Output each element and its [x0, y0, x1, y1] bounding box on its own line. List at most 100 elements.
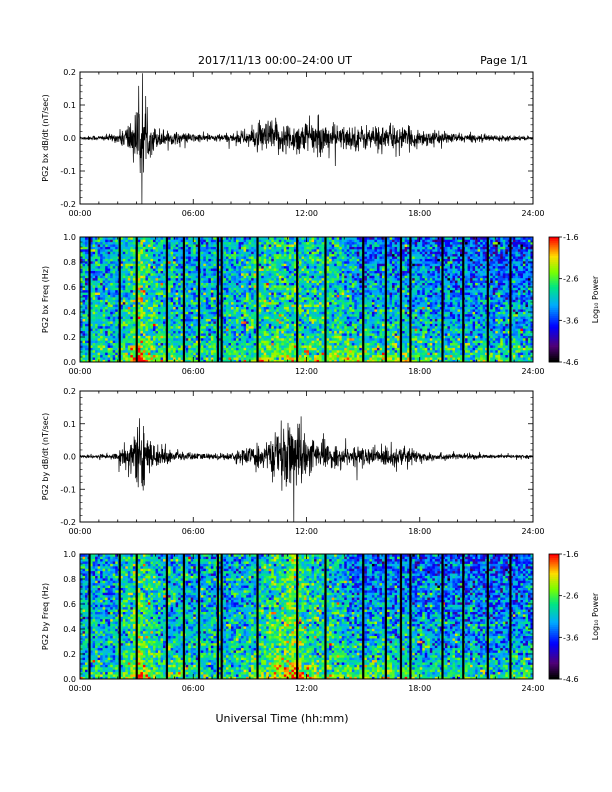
bx-spectrogram-data-gap	[385, 237, 387, 362]
by-spectrogram-data-gap	[198, 554, 200, 679]
bx-spectrogram-data-gap	[256, 237, 258, 362]
bx-dbdt-x-tick-label: 00:00	[68, 209, 91, 218]
by-spectrogram-colorbar-tick-label: -1.6	[563, 550, 579, 559]
by-spectrogram-data-gap	[296, 554, 298, 679]
page-title: 2017/11/13 00:00–24:00 UT	[198, 54, 352, 67]
by-spectrogram-data-gap	[385, 554, 387, 679]
bx-spectrogram-x-tick-label: 00:00	[68, 367, 91, 376]
by-spectrogram-y-tick-label: 0.6	[63, 600, 76, 609]
bx-dbdt-series-line	[80, 73, 533, 204]
by-dbdt-series-line	[80, 416, 533, 522]
by-spectrogram-data-gap	[217, 554, 219, 679]
by-dbdt-panel: 00:00 06:00 12:00 18:00 24:00-0.2-0.10.00.10…	[41, 387, 545, 536]
bx-spectrogram-heatmap-cells	[80, 237, 533, 362]
x-axis-label: Universal Time (hh:mm)	[216, 712, 349, 725]
bx-spectrogram-x-tick-label: 06:00	[182, 367, 205, 376]
by-spectrogram-x-tick-label: 24:00	[521, 684, 544, 693]
bx-spectrogram-data-gap	[198, 237, 200, 362]
by-spectrogram-data-gap	[136, 554, 138, 679]
bx-spectrogram-y-tick-label: 0.6	[63, 283, 76, 292]
bx-spectrogram-data-gap	[119, 237, 121, 362]
bx-spectrogram-data-gap	[296, 237, 298, 362]
bx-spectrogram-data-gap	[166, 237, 168, 362]
by-spectrogram-y-tick-label: 0.0	[63, 675, 76, 684]
bx-dbdt-panel: 00:00 06:00 12:00 18:00 24:00-0.2-0.10.00.10…	[41, 68, 545, 218]
bx-dbdt-y-tick-label: -0.1	[60, 167, 76, 176]
by-dbdt-y-tick-label: 0.0	[63, 453, 76, 462]
by-spectrogram-heatmap-cells	[80, 554, 533, 679]
bx-spectrogram-panel: -1.6 -2.6 -3.6 -4.6 Log₁₀ Power 00:00 06:00 12:…	[41, 233, 600, 376]
by-dbdt-y-tick-label: 0.1	[63, 420, 76, 429]
page-number: Page 1/1	[480, 54, 528, 67]
bx-dbdt-y-tick-label: -0.2	[60, 200, 76, 209]
bx-spectrogram-y-tick-label: 0.8	[63, 258, 76, 267]
bx-spectrogram-y-tick-label: 0.2	[63, 333, 76, 342]
bx-spectrogram-data-gap	[217, 237, 219, 362]
by-spectrogram-x-tick-label: 00:00	[68, 684, 91, 693]
bx-spectrogram-y-tick-label: 0.4	[63, 308, 76, 317]
bx-spectrogram-data-gap	[362, 237, 364, 362]
by-spectrogram-colorbar-tick-label: -2.6	[563, 592, 579, 601]
by-spectrogram-y-tick-label: 0.2	[63, 650, 76, 659]
bx-spectrogram-data-gap	[221, 237, 223, 362]
bx-spectrogram-colorbar-tick-label: -3.6	[563, 316, 579, 325]
bx-spectrogram-colorbar-tick-label: -2.6	[563, 275, 579, 284]
bx-spectrogram-y-tick-label: 1.0	[63, 233, 76, 242]
by-spectrogram-data-gap	[88, 554, 90, 679]
by-spectrogram-data-gap	[183, 554, 185, 679]
by-spectrogram-data-gap	[409, 554, 411, 679]
bx-dbdt-y-tick-label: 0.0	[63, 134, 76, 143]
bx-spectrogram-data-gap	[324, 237, 326, 362]
by-spectrogram-data-gap	[119, 554, 121, 679]
by-spectrogram-colorbar-label: Log₁₀ Power	[591, 592, 600, 640]
bx-spectrogram-colorbar-label: Log₁₀ Power	[591, 275, 600, 323]
bx-spectrogram-colorbar: -1.6 -2.6 -3.6 -4.6 Log₁₀ Power	[549, 233, 600, 367]
bx-spectrogram-data-gap	[400, 237, 402, 362]
bx-dbdt-y-tick-label: 0.2	[63, 68, 76, 77]
bx-dbdt-x-tick-label: 24:00	[521, 209, 544, 218]
by-spectrogram-data-gap	[462, 554, 464, 679]
figure: 2017/11/13 00:00–24:00 UT Page 1/1 00:00…	[0, 0, 612, 792]
by-dbdt-y-axis-label: PG2 by dB/dt (nT/sec)	[41, 413, 50, 500]
bx-spectrogram-data-gap	[409, 237, 411, 362]
by-spectrogram-data-gap	[166, 554, 168, 679]
by-spectrogram-data-gap	[509, 554, 511, 679]
by-spectrogram-y-axis-label: PG2 by Freq (Hz)	[41, 583, 50, 650]
bx-spectrogram-colorbar-tick-label: -4.6	[563, 358, 579, 367]
by-dbdt-x-tick-label: 24:00	[521, 527, 544, 536]
by-spectrogram-x-tick-label: 06:00	[182, 684, 205, 693]
bx-spectrogram-y-axis-label: PG2 bx Freq (Hz)	[41, 266, 50, 333]
by-dbdt-y-tick-label: -0.2	[60, 518, 76, 527]
bx-spectrogram-data-gap	[136, 237, 138, 362]
by-spectrogram-x-tick-label: 12:00	[295, 684, 318, 693]
by-dbdt-y-tick-label: -0.1	[60, 485, 76, 494]
by-dbdt-x-tick-label: 00:00	[68, 527, 91, 536]
bx-spectrogram-x-tick-label: 18:00	[408, 367, 431, 376]
bx-spectrogram-y-tick-label: 0.0	[63, 358, 76, 367]
by-dbdt-x-tick-label: 18:00	[408, 527, 431, 536]
bx-spectrogram-data-gap	[462, 237, 464, 362]
bx-spectrogram-data-gap	[509, 237, 511, 362]
by-spectrogram-data-gap	[441, 554, 443, 679]
bx-dbdt-x-tick-label: 06:00	[182, 209, 205, 218]
by-spectrogram-data-gap	[400, 554, 402, 679]
bx-dbdt-y-tick-label: 0.1	[63, 101, 76, 110]
bx-spectrogram-x-tick-label: 24:00	[521, 367, 544, 376]
bx-spectrogram-data-gap	[183, 237, 185, 362]
bx-dbdt-x-tick-label: 12:00	[295, 209, 318, 218]
bx-spectrogram-data-gap	[487, 237, 489, 362]
bx-spectrogram-colorbar-tick-label: -1.6	[563, 233, 579, 242]
by-spectrogram-data-gap	[256, 554, 258, 679]
bx-dbdt-y-axis-label: PG2 bx dB/dt (nT/sec)	[41, 94, 50, 181]
by-spectrogram-data-gap	[324, 554, 326, 679]
by-spectrogram-data-gap	[487, 554, 489, 679]
by-dbdt-x-tick-label: 12:00	[295, 527, 318, 536]
bx-spectrogram-data-gap	[88, 237, 90, 362]
by-spectrogram-colorbar-tick-label: -4.6	[563, 675, 579, 684]
by-spectrogram-data-gap	[362, 554, 364, 679]
by-spectrogram-data-gap	[221, 554, 223, 679]
bx-spectrogram-x-tick-label: 12:00	[295, 367, 318, 376]
by-spectrogram-y-tick-label: 0.8	[63, 575, 76, 584]
